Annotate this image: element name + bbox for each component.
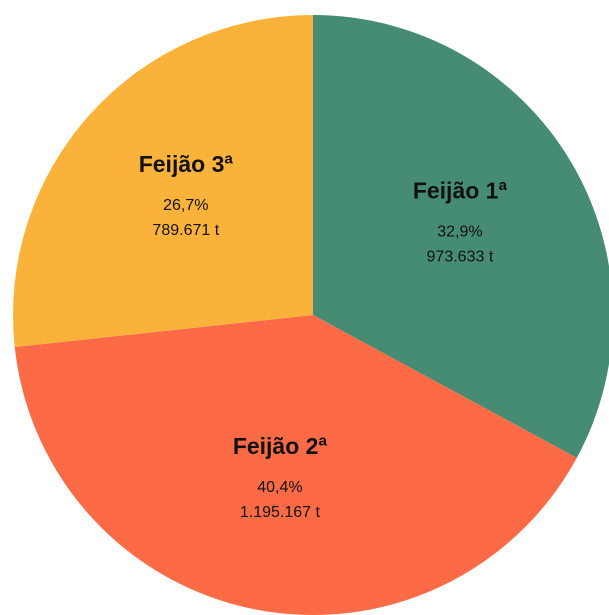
pie-slice (12, 15, 313, 347)
slice-amount: 973.633 t (427, 249, 494, 266)
slice-percent: 26,7% (163, 197, 208, 214)
slice-percent: 32,9% (437, 224, 482, 241)
slice-label: Feijão 1ª (413, 178, 508, 204)
slice-percent: 40,4% (257, 479, 302, 496)
pie-slice (14, 315, 577, 615)
slice-amount: 789.671 t (152, 222, 219, 239)
slice-label: Feijão 2ª (233, 433, 328, 459)
slice-label: Feijão 3ª (139, 151, 234, 177)
pie-slice (313, 15, 609, 458)
slice-amount: 1.195.167 t (240, 504, 321, 521)
